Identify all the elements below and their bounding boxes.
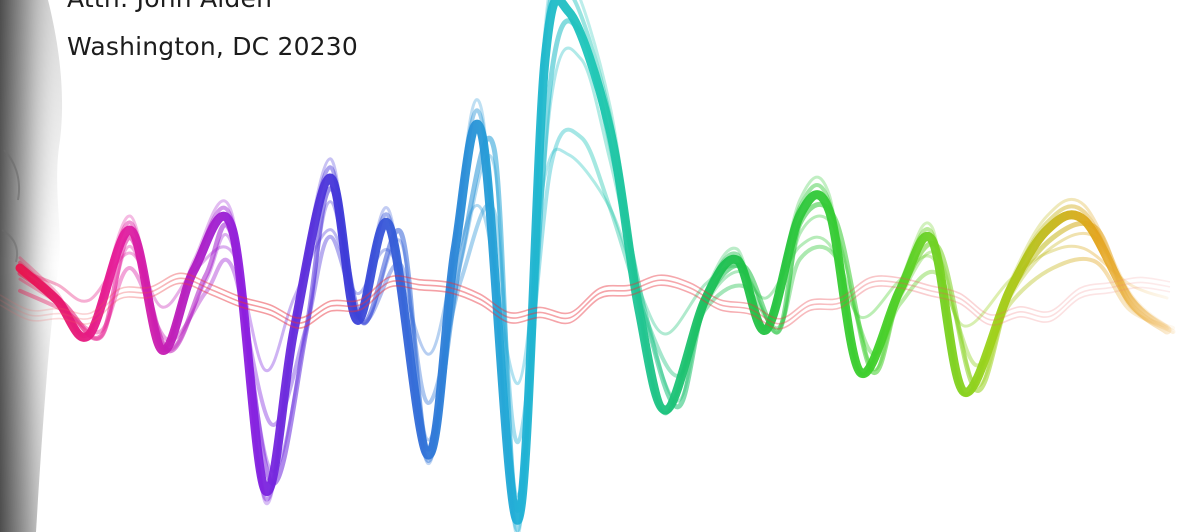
wave-strand — [18, 147, 1169, 386]
thin-ribbon-strand — [0, 277, 1171, 325]
wave-strand — [18, 127, 1175, 445]
thin-ribbon-strand — [0, 282, 1171, 330]
address-city-line: Washington, DC 20230 — [67, 32, 358, 61]
thin-ribbon-strand — [0, 272, 1171, 320]
address-attention-line: Attn: John Alden — [67, 0, 272, 13]
